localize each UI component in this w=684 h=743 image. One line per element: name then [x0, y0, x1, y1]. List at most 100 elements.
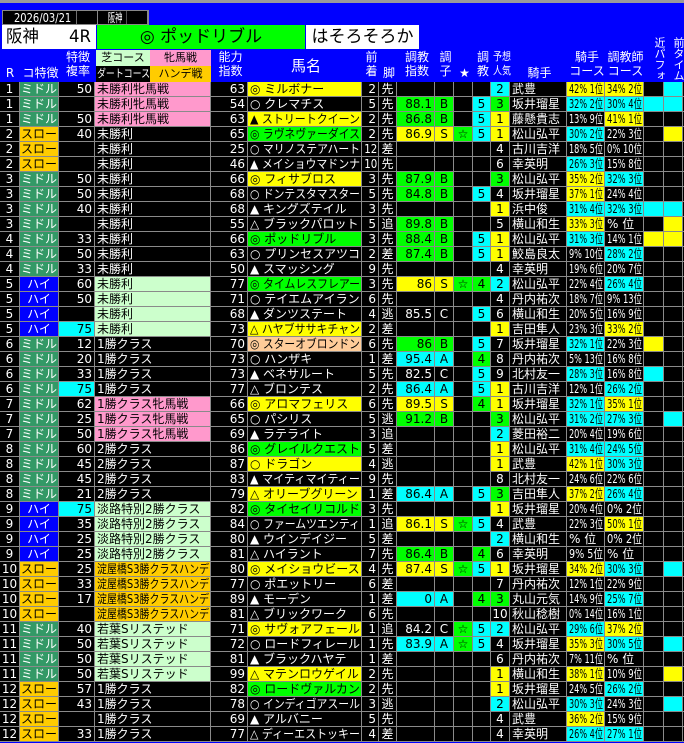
horse-name-cell[interactable]: ◎ アロマフェリス: [248, 397, 362, 411]
table-row[interactable]: 6 ミドル 33 1勝クラス 73 ▲ ベネサルート 5 先 82.5 C 5 9 北村友一 28% 3位…: [0, 367, 684, 382]
table-row[interactable]: 9 ハイ 75 淡路特別2勝クラス 82 ◎ タイセイリコルド 3 先 1 坂井瑠星 20% 4位 0…: [0, 502, 684, 517]
horse-name-cell[interactable]: ○ ロードフィレール: [250, 637, 362, 651]
table-row[interactable]: 8 ミドル 45 2勝クラス 87 ○ ドラゴン 4 逃 1 武豊 42% 1位 30% 3位: [0, 457, 684, 472]
table-row[interactable]: 1 ミドル 未勝利牝馬戦 54 ○ クレマチス 5 先 88.1 B 5 3 坂井瑠星 32% 2位 30…: [0, 97, 684, 112]
table-row[interactable]: 2 スロー 未勝利 46 ▲ メイショウマドンナ 10 先 6 幸英明 26% 3位 15% 8位: [0, 157, 684, 172]
table-row[interactable]: 1 ミドル 50 未勝利牝馬戦 63 ◎ ミルボナー 2 先 2 武豊 42% 1位 34% 2位: [0, 82, 684, 97]
table-row[interactable]: 3 ミドル 50 未勝利 66 ◎ フィサブロス 3 先 87.9 B 3 松山弘平 35% 2位 32%…: [0, 172, 684, 187]
horse-name-cell[interactable]: ◎ サヴォアフェール: [248, 622, 362, 636]
horse-name-cell[interactable]: ○ ドンテスタマスター: [248, 187, 362, 201]
table-row[interactable]: 12 スロー 57 1勝クラス 82 ◎ ロードヴァルカン 2 先 1 坂井瑠星 24% 5位 26%…: [0, 682, 684, 697]
table-row[interactable]: 7 ミドル 62 1勝クラス牝馬戦 66 ◎ アロマフェリス 6 先 89.5 S 4 1 坂井瑠星 32…: [0, 397, 684, 412]
recent-performance-cell: [644, 112, 664, 126]
table-row[interactable]: 8 ミドル 21 2勝クラス 79 △ オリーブグリーン 1 差 86.4 A 5 3 吉田隼人 37% …: [0, 487, 684, 502]
star-cell: [454, 412, 473, 426]
horse-name-cell[interactable]: ▲ モーデン: [248, 592, 362, 606]
horse-name-cell[interactable]: ◎ メイショウビース: [248, 562, 362, 576]
horse-name-cell[interactable]: ▲ アルバニー: [248, 712, 362, 726]
horse-name-cell[interactable]: ▲ ブラックハヤテ: [248, 652, 362, 666]
horse-name-cell[interactable]: ○ パシリス: [248, 412, 362, 426]
table-row[interactable]: 11 ミドル 50 若葉Sリステッド 99 △ マテンロウゲイル 2 先 1 横山和生 38% 1位…: [0, 667, 684, 682]
table-row[interactable]: 3 ミドル 40 未勝利 68 ▲ キングズテイル 3 先 1 浜中俊 31% 4位 32% 3位: [0, 202, 684, 217]
horse-name-cell[interactable]: ▲ キングズテイル: [248, 202, 362, 216]
table-row[interactable]: 10 スロー 淀屋橋S3勝クラスハンデ 81 △ ブリックワーク 6 先 10 秋山稔樹 0% 1…: [0, 607, 684, 622]
horse-name-cell[interactable]: ▲ ベネサルート: [248, 367, 362, 381]
race-title: 阪神 4R: [2, 25, 96, 49]
horse-name-cell[interactable]: △ ディーエストッキー: [250, 727, 362, 741]
horse-name-cell[interactable]: ◎ ロードヴァルカン: [248, 682, 362, 696]
horse-name-cell[interactable]: ▲ メイショウマドンナ: [250, 157, 362, 171]
horse-name-cell[interactable]: △ ブリックワーク: [248, 607, 362, 621]
jockey-cell: 吉田隼人: [510, 322, 567, 336]
training-index-cell: [397, 457, 435, 471]
table-row[interactable]: 11 ミドル 40 若葉Sリステッド 71 ◎ サヴォアフェール 1 追 84.2 C ☆ 5 2 松山弘…: [0, 622, 684, 637]
horse-name-cell[interactable]: ▲ ラテライト: [248, 427, 362, 441]
table-row[interactable]: 4 ミドル 33 未勝利 50 ▲ スマッシング 9 先 4 幸英明 19% 6位 20% 7位: [0, 262, 684, 277]
horse-name-cell[interactable]: ▲ スマッシング: [248, 262, 362, 276]
horse-name-cell[interactable]: △ オリーブグリーン: [248, 487, 362, 501]
horse-name-cell[interactable]: △ マテンロウゲイル: [248, 667, 362, 681]
horse-name-cell[interactable]: ○ ドラゴン: [248, 457, 362, 471]
venue-tab[interactable]: 阪神: [98, 11, 149, 26]
horse-name-cell[interactable]: ○ ハンザキ: [248, 352, 362, 366]
col-ability: 能力 指数: [212, 50, 249, 82]
table-row[interactable]: 5 ハイ 未勝利 68 ▲ ダンツステート 4 逃 85.5 C 5 6 横山和生 20% 5位 16% …: [0, 307, 684, 322]
horse-name-cell[interactable]: ○ ファームツエンティ: [248, 517, 362, 531]
table-row[interactable]: 5 ハイ 60 未勝利 77 ◎ タイムレスフレアー 3 先 86 S ☆ 4 2 松山弘平 22% 4位 2…: [0, 277, 684, 292]
horse-name-cell[interactable]: ○ プリンセスアツコ: [248, 247, 362, 261]
table-row[interactable]: 7 ミドル 50 1勝クラス牝馬戦 69 ▲ ラテライト 3 追 2 菱田裕二 20% 4位 19% …: [0, 427, 684, 442]
table-row[interactable]: 6 ミドル 12 1勝クラス 70 ◎ スターオブロンドン 6 先 86 B 5 7 坂井瑠星 32% 1…: [0, 337, 684, 352]
horse-name-cell[interactable]: ▲ ウインデイジー: [248, 532, 362, 546]
jockey-course-cell: 13% 9位: [567, 112, 605, 126]
horse-name-cell[interactable]: △ ハイラント: [248, 547, 362, 561]
horse-name-cell[interactable]: △ ハヤブササキチャン: [248, 322, 362, 336]
horse-name-cell[interactable]: ▲ ストリートクイーン: [248, 112, 362, 126]
table-row[interactable]: 9 ハイ 35 淡路特別2勝クラス 84 ○ ファームツエンティ 1 追 86.1 S ☆ 5 4 武豊 2…: [0, 517, 684, 532]
trainer-course-cell: 16% 9位: [605, 307, 644, 321]
horse-name-cell[interactable]: ◎ ポッドリブル: [248, 232, 362, 246]
table-row[interactable]: 2 スロー 40 未勝利 65 ◎ ラヴネヴァーダイス 2 先 86.9 S ☆ 5 1 松山弘平 30% …: [0, 127, 684, 142]
table-row[interactable]: 12 スロー 43 1勝クラス 78 ○ インディゴアスール 3 逃 2 松山弘平 30% 3位 24…: [0, 697, 684, 712]
table-row[interactable]: 5 ハイ 75 未勝利 73 △ ハヤブササキチャン 2 差 1 吉田隼人 23% 3位 33% 2位: [0, 322, 684, 337]
popularity-cell: 2: [491, 697, 510, 711]
table-row[interactable]: 10 スロー 17 淀屋橋S3勝クラスハンデ 89 ▲ モーデン 1 差 0 A 4 3 丸山元気 14%…: [0, 592, 684, 607]
table-row[interactable]: 4 ミドル 50 未勝利 63 ○ プリンセスアツコ 2 差 87.4 B 5 1 鮫島良太 9% 10位…: [0, 247, 684, 262]
table-row[interactable]: 11 ミドル 50 若葉Sリステッド 72 ○ ロードフィレール 1 先 83.9 A ☆ 5 4 坂井瑠…: [0, 637, 684, 652]
horse-name-cell[interactable]: ◎ グレイルクエスト: [248, 442, 362, 456]
horse-name-cell[interactable]: ◎ ミルボナー: [248, 82, 362, 96]
horse-name-cell[interactable]: ▲ マイティマイティー: [248, 472, 362, 486]
table-row[interactable]: 8 ミドル 45 2勝クラス 83 ▲ マイティマイティー 9 先 8 北村友一 24% 6位 22%…: [0, 472, 684, 487]
table-row[interactable]: 9 ハイ 25 淡路特別2勝クラス 81 △ ハイラント 7 先 86.4 B 4 6 幸英明 9% 5位…: [0, 547, 684, 562]
table-row[interactable]: 10 スロー 33 淀屋橋S3勝クラスハンデ 77 ○ ポエットリー 6 差 7 丹内祐次 12% …: [0, 577, 684, 592]
table-row[interactable]: 12 スロー 33 1勝クラス 77 △ ディーエストッキー 4 差 4 幸英明 26% 4位 27%…: [0, 727, 684, 742]
table-row[interactable]: 6 ミドル 20 1勝クラス 73 ○ ハンザキ 1 差 95.4 A 4 8 丹内祐次 5% 13位 16…: [0, 352, 684, 367]
table-row[interactable]: 1 ミドル 50 未勝利牝馬戦 63 ▲ ストリートクイーン 2 先 86.8 B 5 1 藤懸貴志 13…: [0, 112, 684, 127]
horse-name-cell[interactable]: ○ マリノステアハート: [248, 142, 362, 156]
table-row[interactable]: 8 ミドル 60 2勝クラス 86 ◎ グレイルクエスト 5 差 1 松山弘平 31% 4位 24% …: [0, 442, 684, 457]
table-row[interactable]: 5 ハイ 50 未勝利 71 ○ テイエムアイラン 6 先 4 丹内祐次 18% 7位 9% 13位: [0, 292, 684, 307]
horse-name-cell[interactable]: ○ インディゴアスール: [250, 697, 362, 711]
table-row[interactable]: 4 ミドル 33 未勝利 66 ◎ ポッドリブル 3 先 88.4 B 5 1 松山弘平 31% 3位 14…: [0, 232, 684, 247]
table-row[interactable]: 7 ミドル 25 1勝クラス牝馬戦 65 ○ パシリス 5 逃 91.2 B 3 松山弘平 31% 2位…: [0, 412, 684, 427]
table-row[interactable]: 12 スロー 1勝クラス 69 ▲ アルバニー 5 先 4 武豊 36% 2位 15% 9位: [0, 712, 684, 727]
horse-name-cell[interactable]: ◎ タイセイリコルド: [248, 502, 362, 516]
table-row[interactable]: 10 スロー 25 淀屋橋S3勝クラスハンデ 80 ◎ メイショウビース 4 先 87.4 S ☆ 5…: [0, 562, 684, 577]
table-row[interactable]: 9 ハイ 25 淡路特別2勝クラス 80 ▲ ウインデイジー 5 差 2 横山和生% 位 0% 2位: [0, 532, 684, 547]
table-row[interactable]: 11 ミドル 50 若葉Sリステッド 81 ▲ ブラックハヤテ 1 差 6 丹内祐次 7% 11位%…: [0, 652, 684, 667]
horse-name-cell[interactable]: ○ クレマチス: [248, 97, 362, 111]
horse-name-cell[interactable]: △ ブラックパロット: [248, 217, 362, 231]
race-number-cell: 5: [0, 292, 20, 306]
horse-name-cell[interactable]: △ ブロンテス: [248, 382, 362, 396]
horse-name-cell[interactable]: ○ ポエットリー: [248, 577, 362, 591]
horse-name-cell[interactable]: ◎ スターオブロンドン: [248, 337, 362, 351]
horse-name-cell[interactable]: ◎ ラヴネヴァーダイス: [248, 127, 362, 141]
popularity-cell: 7: [491, 577, 510, 591]
table-row[interactable]: 3 ミドル 未勝利 55 △ ブラックパロット 5 追 89.8 B 5 横山和生 33% 3位% 位: [0, 217, 684, 232]
horse-name-cell[interactable]: ◎ フィサブロス: [248, 172, 362, 186]
table-row[interactable]: 6 ミドル 75 1勝クラス 77 △ ブロンテス 2 先 86.4 A 5 1 古川吉洋 12% 1位 2…: [0, 382, 684, 397]
horse-name-cell[interactable]: ▲ ダンツステート: [248, 307, 362, 321]
table-row[interactable]: 3 ミドル 50 未勝利 68 ○ ドンテスタマスター 5 先 84.8 B 5 4 坂井瑠星 37% 1…: [0, 187, 684, 202]
horse-name-cell[interactable]: ◎ タイムレスフレアー: [248, 277, 362, 291]
table-row[interactable]: 2 スロー 未勝利 25 ○ マリノステアハート 12 差 4 古川吉洋 18% 5位 0% 10位: [0, 142, 684, 157]
horse-name-cell[interactable]: ○ テイエムアイラン: [248, 292, 362, 306]
